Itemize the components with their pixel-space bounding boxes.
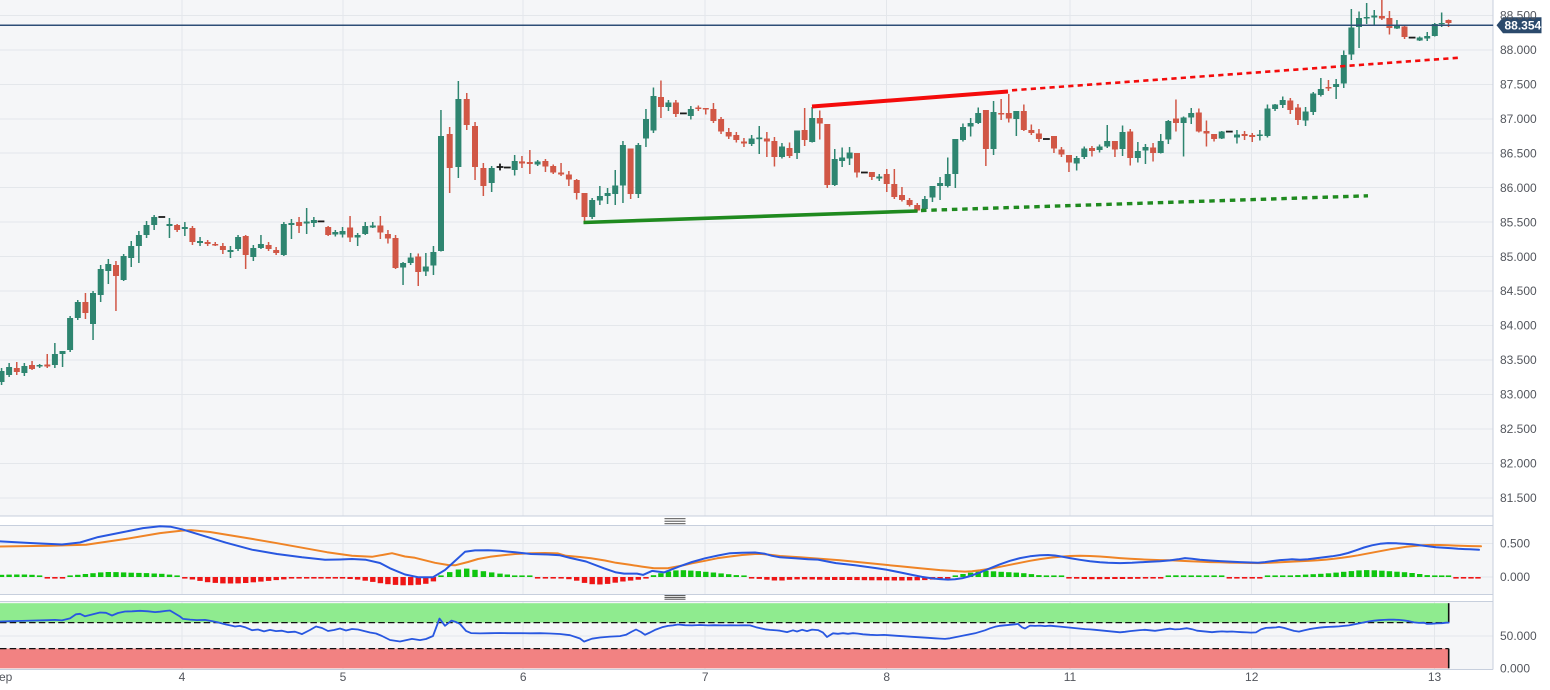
svg-text:86.000: 86.000 bbox=[1500, 181, 1537, 195]
svg-text:82.000: 82.000 bbox=[1500, 457, 1537, 471]
svg-text:86.500: 86.500 bbox=[1500, 146, 1537, 160]
svg-text:85.000: 85.000 bbox=[1500, 250, 1537, 264]
svg-text:8: 8 bbox=[883, 670, 890, 684]
svg-text:84.500: 84.500 bbox=[1500, 284, 1537, 298]
svg-text:5: 5 bbox=[340, 670, 347, 684]
svg-text:83.000: 83.000 bbox=[1500, 388, 1537, 402]
svg-text:83.500: 83.500 bbox=[1500, 353, 1537, 367]
svg-text:50.000: 50.000 bbox=[1500, 629, 1537, 643]
svg-text:0.000: 0.000 bbox=[1500, 662, 1530, 676]
svg-text:11: 11 bbox=[1064, 670, 1077, 684]
svg-text:88.000: 88.000 bbox=[1500, 43, 1537, 57]
svg-text:84.000: 84.000 bbox=[1500, 319, 1537, 333]
svg-text:87.500: 87.500 bbox=[1500, 78, 1537, 92]
svg-text:88.354: 88.354 bbox=[1505, 19, 1542, 33]
svg-text:6: 6 bbox=[520, 670, 527, 684]
svg-text:87.000: 87.000 bbox=[1500, 112, 1537, 126]
svg-text:88.500: 88.500 bbox=[1500, 9, 1537, 23]
svg-text:85.500: 85.500 bbox=[1500, 215, 1537, 229]
svg-text:12: 12 bbox=[1245, 670, 1259, 684]
svg-text:7: 7 bbox=[702, 670, 709, 684]
svg-text:13: 13 bbox=[1428, 670, 1442, 684]
svg-text:4: 4 bbox=[179, 670, 186, 684]
svg-text:ep: ep bbox=[0, 670, 13, 684]
svg-text:81.500: 81.500 bbox=[1500, 491, 1537, 505]
svg-text:82.500: 82.500 bbox=[1500, 422, 1537, 436]
svg-text:0.500: 0.500 bbox=[1500, 537, 1530, 551]
svg-text:0.000: 0.000 bbox=[1500, 570, 1530, 584]
